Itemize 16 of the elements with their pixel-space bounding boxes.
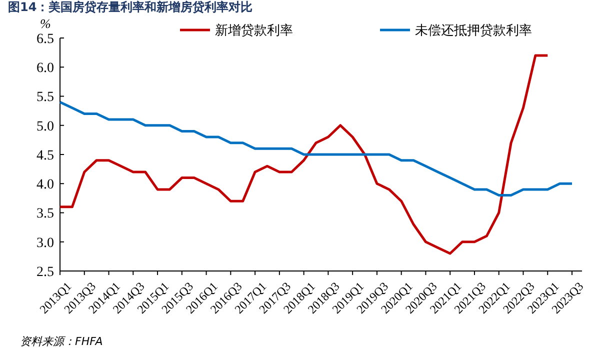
- y-tick-label: 6.5: [36, 32, 54, 47]
- y-tick-label: 5.0: [36, 119, 54, 134]
- legend-label: 新增贷款利率: [215, 22, 293, 39]
- line-series: [58, 100, 574, 197]
- y-tick-label: 4.5: [36, 148, 54, 164]
- y-tick-label: 5.5: [36, 90, 54, 106]
- y-tick-label: 4.0: [36, 178, 54, 193]
- line-series: [58, 54, 549, 255]
- text: 资料来源：FHFA: [20, 335, 103, 348]
- chart-title: 图14：美国房贷存量利率和新增房贷利率对比: [8, 0, 253, 14]
- y-tick-label: 6.0: [36, 61, 54, 76]
- y-tick-label: 2.5: [36, 264, 54, 280]
- y-tick-label: 3.5: [36, 206, 54, 222]
- y-tick-label: 3.0: [36, 236, 54, 251]
- y-axis-title: %: [40, 16, 51, 31]
- legend-label: 未偿还抵押贷款利率: [415, 22, 532, 39]
